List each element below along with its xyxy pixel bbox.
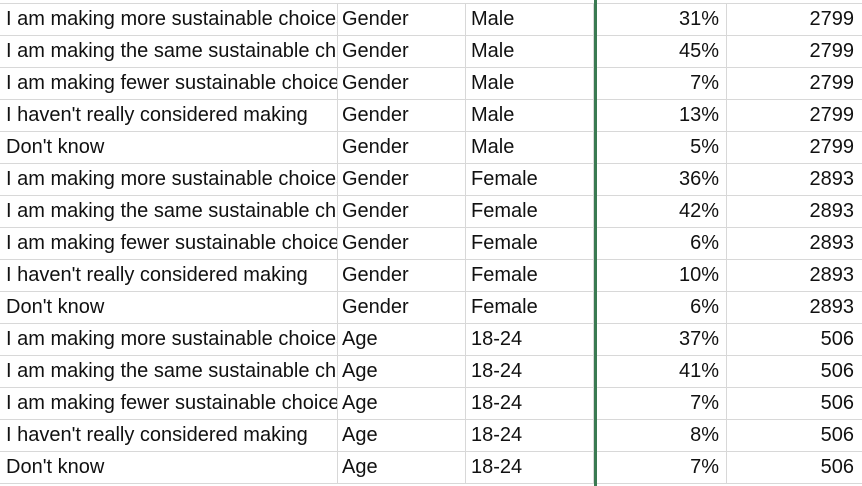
cell-group[interactable]: Gender [338, 68, 466, 99]
table-row: Don't know Gender Female 6% 2893 [0, 292, 862, 324]
cell-group[interactable]: Gender [338, 4, 466, 35]
cell-percent[interactable]: 41% [597, 356, 727, 387]
cell-group[interactable]: Gender [338, 228, 466, 259]
cell-percent[interactable]: 6% [597, 292, 727, 323]
partial-row-above [0, 0, 862, 4]
cell-response[interactable]: I haven't really considered making [0, 100, 338, 131]
cell-response[interactable]: Don't know [0, 132, 338, 163]
cell-percent[interactable]: 10% [597, 260, 727, 291]
table-row: Don't know Gender Male 5% 2799 [0, 132, 862, 164]
cell-group[interactable]: Gender [338, 132, 466, 163]
cell-group[interactable]: Age [338, 420, 466, 451]
cell-segment[interactable]: Female [466, 164, 594, 195]
cell-base[interactable]: 2893 [809, 168, 855, 190]
cell-response[interactable]: I am making fewer sustainable choices [0, 388, 338, 419]
table-row: I am making fewer sustainable choices Gen… [0, 228, 862, 260]
cell-base[interactable]: 2799 [809, 136, 855, 158]
cell-group[interactable]: Age [338, 356, 466, 387]
cell-response[interactable]: I am making fewer sustainable choices [0, 68, 338, 99]
table-row: I am making more sustainable choices Age 1… [0, 324, 862, 356]
cell-percent[interactable]: 37% [597, 324, 727, 355]
cell-response[interactable]: Don't know [0, 292, 338, 323]
cell-base[interactable]: 2799 [809, 8, 855, 30]
cell-group[interactable]: Age [338, 388, 466, 419]
cell-response[interactable]: I haven't really considered making [0, 260, 338, 291]
cell-percent[interactable]: 6% [597, 228, 727, 259]
cell-group[interactable]: Age [338, 452, 466, 483]
cell-base[interactable]: 2893 [809, 264, 855, 286]
frozen-pane-divider[interactable] [594, 0, 597, 486]
cell-percent[interactable]: 7% [597, 452, 727, 483]
cell-percent[interactable]: 7% [597, 68, 727, 99]
table-row: I am making fewer sustainable choices Age… [0, 388, 862, 420]
cell-segment[interactable]: Male [466, 68, 594, 99]
cell-segment[interactable]: Male [466, 132, 594, 163]
table-row: I haven't really considered making Gender… [0, 100, 862, 132]
cell-percent[interactable]: 8% [597, 420, 727, 451]
cell-response[interactable]: I am making more sustainable choices [0, 324, 338, 355]
table-row: Don't know Age 18-24 7% 506 [0, 452, 862, 484]
cell-segment[interactable]: Female [466, 196, 594, 227]
cell-segment[interactable]: Female [466, 292, 594, 323]
cell-percent[interactable]: 42% [597, 196, 727, 227]
cell-base[interactable]: 2893 [809, 200, 855, 222]
cell-group[interactable]: Age [338, 324, 466, 355]
cell-group[interactable]: Gender [338, 36, 466, 67]
cell-segment[interactable]: 18-24 [466, 452, 594, 483]
cell-response[interactable]: Don't know [0, 452, 338, 483]
cell-segment[interactable]: 18-24 [466, 388, 594, 419]
table-row: I am making the same sustainable choices… [0, 36, 862, 68]
cell-response[interactable]: I am making the same sustainable choices [0, 36, 338, 67]
cell-base[interactable]: 2799 [809, 40, 855, 62]
cell-percent[interactable]: 5% [597, 132, 727, 163]
table-row: I am making more sustainable choices Gend… [0, 164, 862, 196]
cell-response[interactable]: I am making the same sustainable choices [0, 356, 338, 387]
cell-segment[interactable]: Male [466, 4, 594, 35]
cell-base[interactable]: 2893 [809, 232, 855, 254]
cell-response[interactable]: I am making the same sustainable choices [0, 196, 338, 227]
cell-base[interactable]: 2893 [809, 296, 855, 318]
cell-percent[interactable]: 45% [597, 36, 727, 67]
cell-group[interactable]: Gender [338, 164, 466, 195]
cell-base[interactable]: 506 [820, 456, 854, 478]
cell-response[interactable]: I am making more sustainable choices [0, 164, 338, 195]
cell-base[interactable]: 506 [820, 328, 854, 350]
cell-percent[interactable]: 36% [597, 164, 727, 195]
cell-segment[interactable]: Male [466, 100, 594, 131]
cell-percent[interactable]: 7% [597, 388, 727, 419]
table-row: I haven't really considered making Gender… [0, 260, 862, 292]
cell-group[interactable]: Gender [338, 292, 466, 323]
cell-base[interactable]: 2799 [809, 104, 855, 126]
cell-segment[interactable]: Female [466, 228, 594, 259]
cell-segment[interactable]: Male [466, 36, 594, 67]
cell-group[interactable]: Gender [338, 100, 466, 131]
table-row: I haven't really considered making Age 18-… [0, 420, 862, 452]
cell-segment[interactable]: Female [466, 260, 594, 291]
cell-group[interactable]: Gender [338, 260, 466, 291]
cell-response[interactable]: I am making fewer sustainable choices [0, 228, 338, 259]
cell-base[interactable]: 2799 [809, 72, 855, 94]
table-row: I am making the same sustainable choices… [0, 196, 862, 228]
table-row: I am making the same sustainable choices… [0, 356, 862, 388]
table-row: I am making fewer sustainable choices Gen… [0, 68, 862, 100]
cell-base[interactable]: 506 [820, 424, 854, 446]
cell-response[interactable]: I haven't really considered making [0, 420, 338, 451]
cell-base[interactable]: 506 [820, 360, 854, 382]
cell-percent[interactable]: 13% [597, 100, 727, 131]
cell-segment[interactable]: 18-24 [466, 356, 594, 387]
cell-group[interactable]: Gender [338, 196, 466, 227]
cell-response[interactable]: I am making more sustainable choices [0, 4, 338, 35]
cell-percent[interactable]: 31% [597, 4, 727, 35]
cell-segment[interactable]: 18-24 [466, 420, 594, 451]
table-row: I am making more sustainable choices Gend… [0, 4, 862, 36]
cell-segment[interactable]: 18-24 [466, 324, 594, 355]
cell-base[interactable]: 506 [820, 392, 854, 414]
